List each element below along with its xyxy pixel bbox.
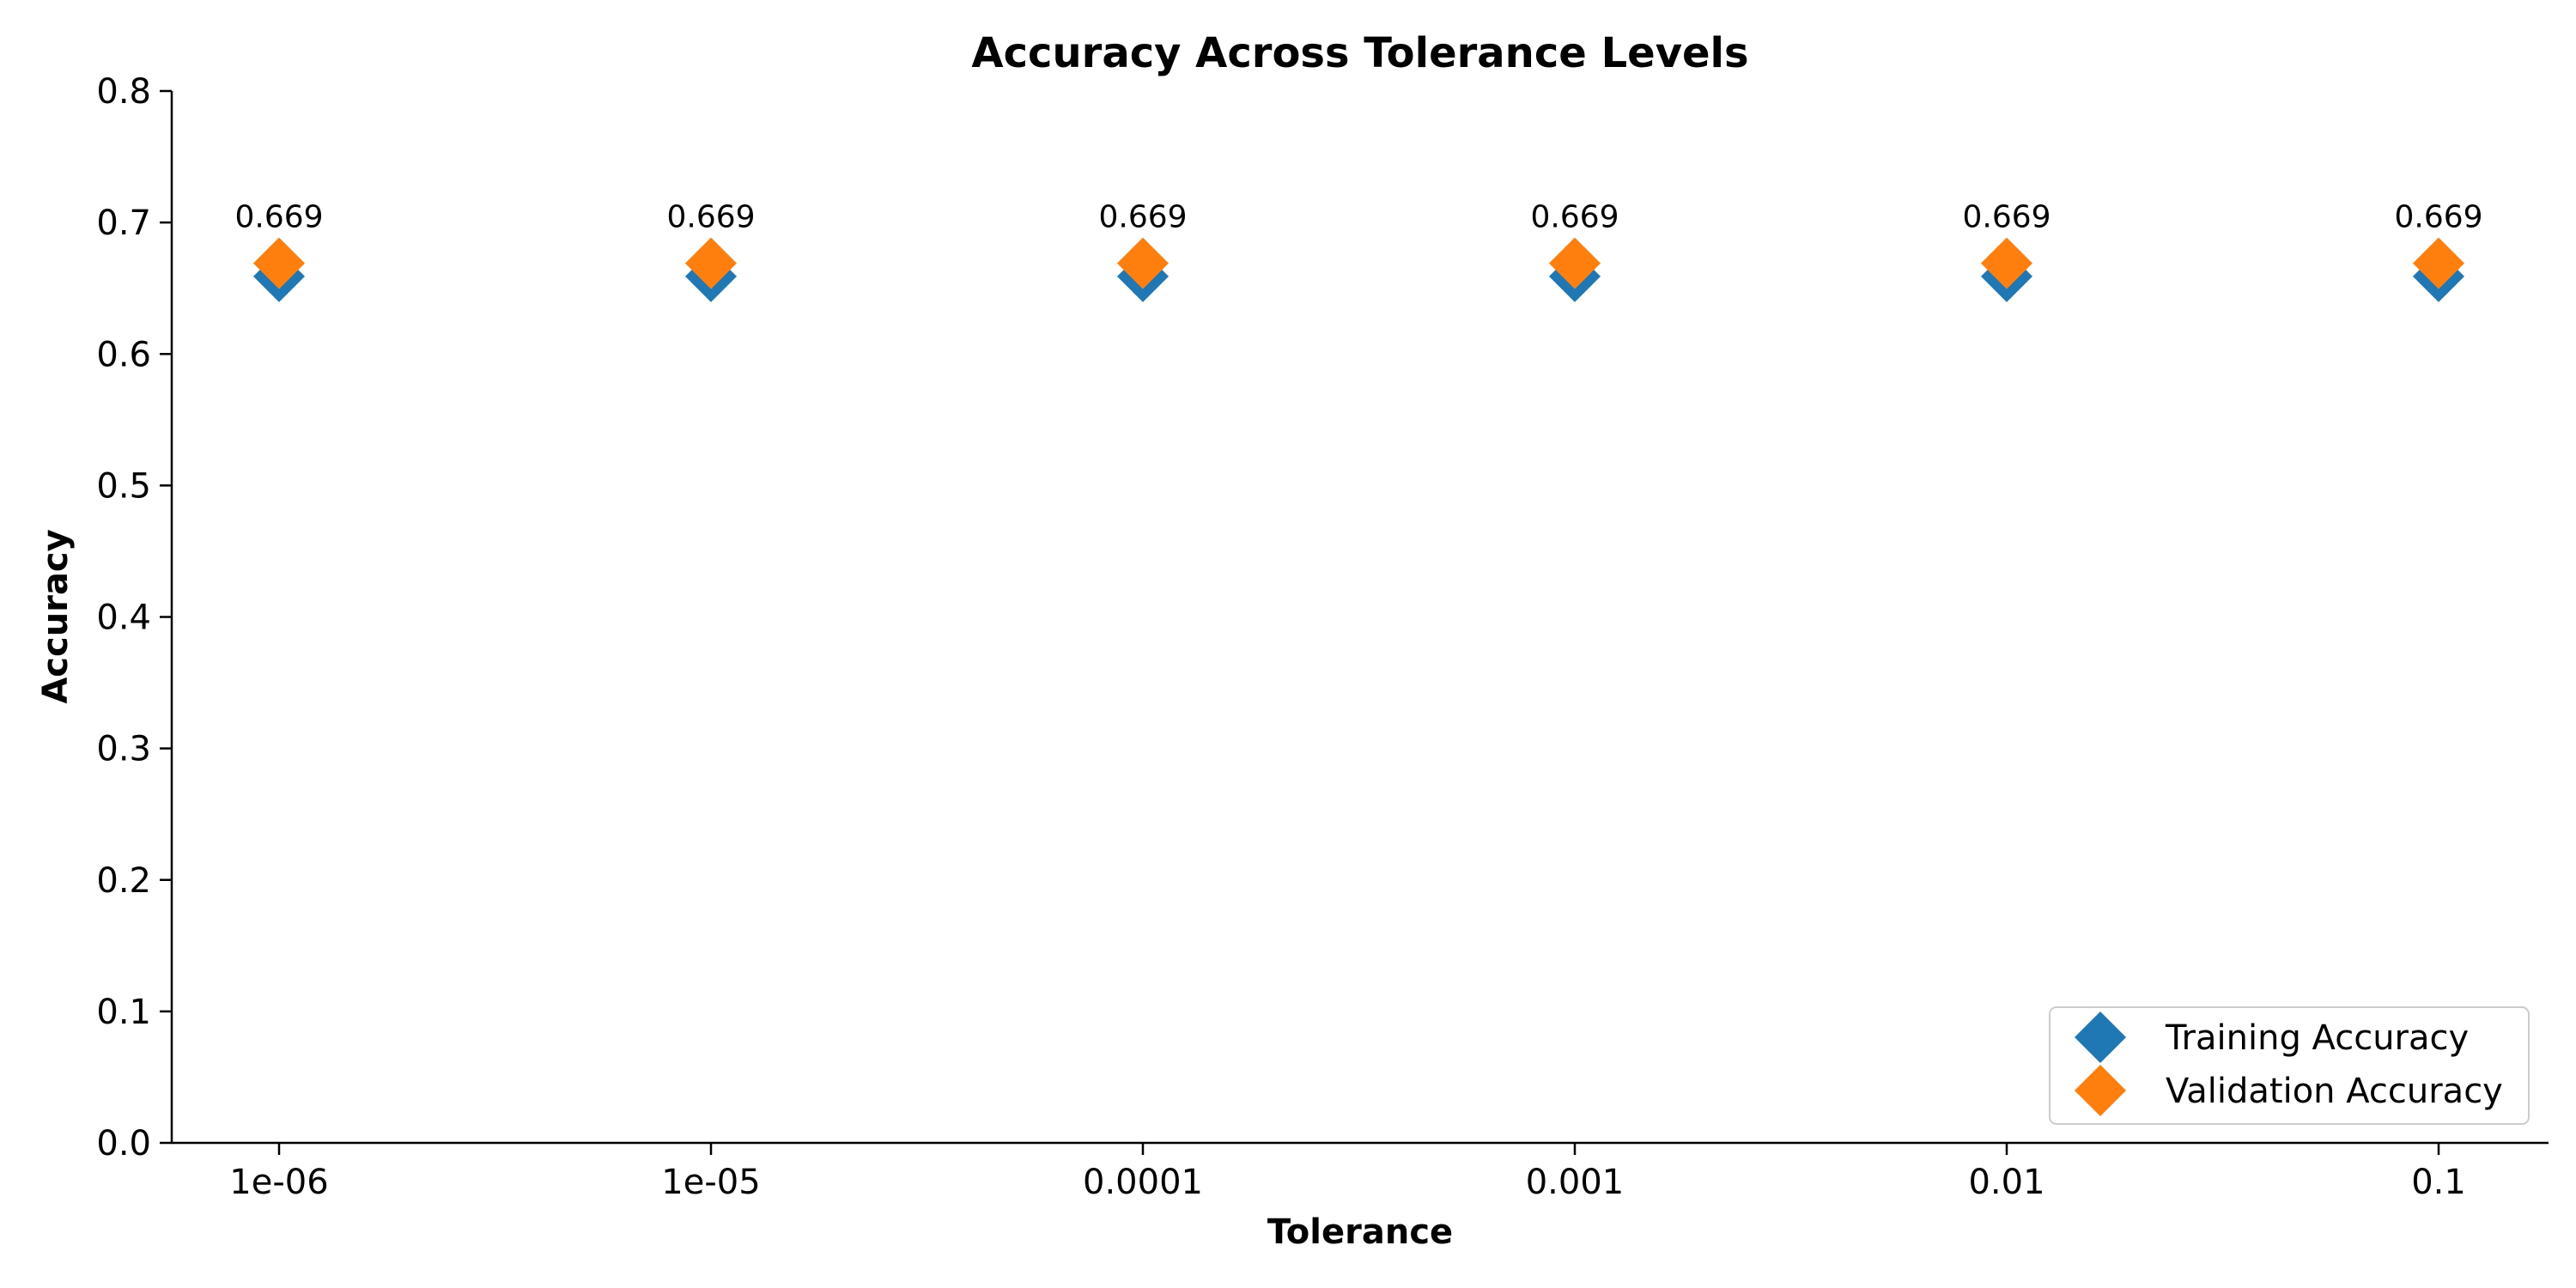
axes	[170, 91, 2549, 1145]
x-axis-title: Tolerance	[1267, 1212, 1453, 1252]
data-label: 0.669	[2394, 200, 2482, 235]
legend-marker-validation	[2075, 1065, 2126, 1116]
data-label: 0.669	[234, 200, 323, 235]
y-axis-title: Accuracy	[36, 529, 76, 703]
y-tick-label: 0.8	[96, 72, 151, 112]
legend-label-training: Training Accuracy	[2165, 1018, 2469, 1058]
validation-point	[253, 237, 305, 289]
validation-point	[2413, 237, 2464, 289]
legend: Training Accuracy Validation Accuracy	[2049, 1006, 2530, 1125]
y-tick-label: 0.2	[96, 861, 151, 901]
validation-point	[1549, 237, 1601, 289]
y-tick-label: 0.0	[96, 1124, 151, 1163]
x-tick-label: 0.01	[1968, 1163, 2044, 1202]
y-tick-label: 0.5	[96, 466, 151, 506]
x-tick-label: 0.1	[2411, 1163, 2466, 1202]
legend-box	[2049, 1006, 2530, 1125]
y-tick-label: 0.3	[96, 730, 151, 769]
data-labels: 0.669 0.669 0.669 0.669 0.669 0.669	[234, 200, 2482, 235]
legend-marker-training	[2075, 1012, 2126, 1063]
data-label: 0.669	[1530, 200, 1619, 235]
y-tick-label: 0.7	[96, 204, 151, 243]
chart-title: Accuracy Across Tolerance Levels	[971, 29, 1748, 77]
y-tick-label: 0.1	[96, 993, 151, 1032]
data-points	[253, 237, 2464, 302]
y-tick-label: 0.4	[96, 598, 151, 638]
x-tick-label: 1e-06	[229, 1163, 328, 1202]
x-tick-label: 0.0001	[1083, 1163, 1203, 1202]
y-tick-label: 0.6	[96, 335, 151, 374]
data-label: 0.669	[1962, 200, 2050, 235]
data-label: 0.669	[1098, 200, 1187, 235]
legend-label-validation: Validation Accuracy	[2166, 1072, 2503, 1111]
data-label: 0.669	[666, 200, 755, 235]
x-tick-label: 1e-05	[661, 1163, 760, 1202]
axis-ticks: 0.0 0.1 0.2 0.3 0.4 0.5 0.6 0.7 0.8 1e-06 1e-05 0.0…	[96, 72, 2465, 1202]
x-tick-label: 0.001	[1526, 1163, 1625, 1202]
validation-point	[685, 237, 737, 289]
validation-point	[1117, 237, 1169, 289]
validation-point	[1981, 237, 2032, 289]
